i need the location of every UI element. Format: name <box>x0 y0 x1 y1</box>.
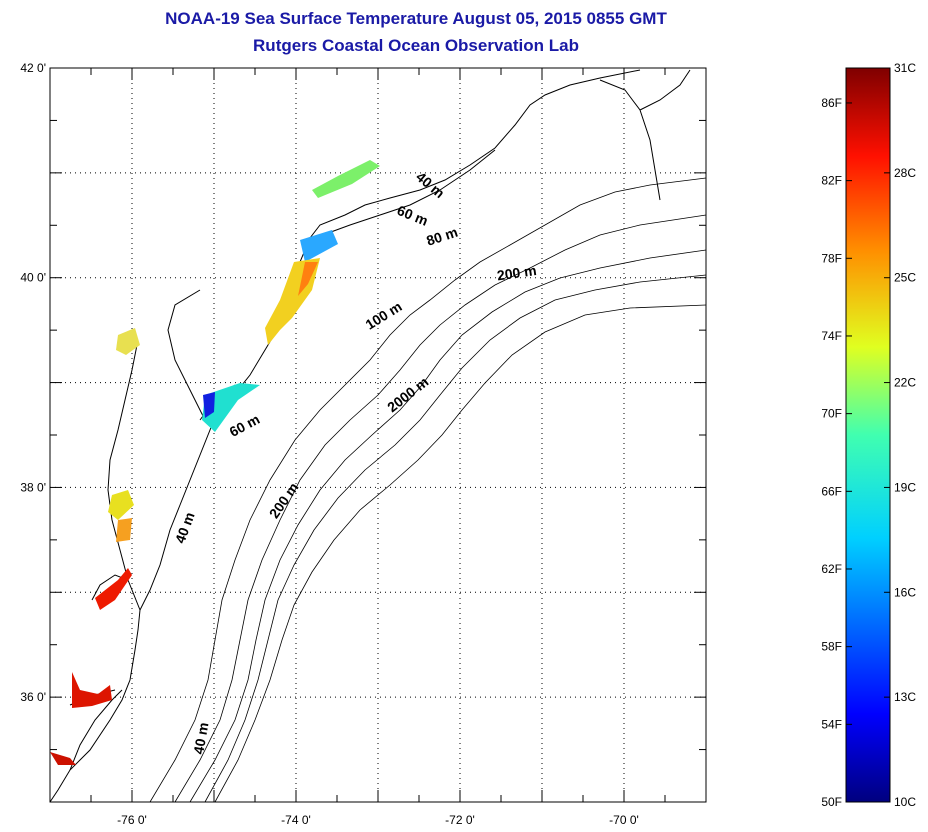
isobath-label: 80 m <box>424 224 459 249</box>
swath-chesapeake-orange <box>116 518 132 542</box>
isobath-label: 60 m <box>395 202 431 229</box>
swath-chesapeake-mid <box>108 490 134 520</box>
colorbar-c-label: 13C <box>894 690 916 704</box>
lat-tick-label: 38 0' <box>20 480 46 494</box>
sst-swaths <box>50 160 380 765</box>
isobath-label: 200 m <box>496 262 538 283</box>
isobath-label: 60 m <box>227 411 263 440</box>
isobath-label: 40 m <box>190 721 211 755</box>
colorbar-c-label: 25C <box>894 271 916 285</box>
colorbar-f-label: 58F <box>821 640 842 654</box>
colorbar-f-label: 86F <box>821 96 842 110</box>
graticule <box>50 68 706 802</box>
isobath-label: 100 m <box>362 298 404 333</box>
long-island-coast <box>319 149 496 237</box>
swath-pamlico <box>72 672 112 708</box>
colorbar-f-label: 78F <box>821 251 842 265</box>
lat-tick-label: 42 0' <box>20 61 46 75</box>
colorbar-c-label: 16C <box>894 585 916 599</box>
swath-nj-coast-orange <box>298 262 318 296</box>
colorbar-f-label: 66F <box>821 484 842 498</box>
colorbar <box>845 67 891 803</box>
lat-tick-label: 40 0' <box>20 271 46 285</box>
swath-delaware <box>202 383 260 432</box>
chesapeake-bay <box>91 339 141 611</box>
swath-chesapeake-south <box>95 568 132 610</box>
swath-south-edge <box>50 752 76 765</box>
isobaths <box>149 177 707 803</box>
lon-tick-label: -70 0' <box>609 813 639 827</box>
cape-cod <box>599 69 691 201</box>
swath-delaware-blue <box>203 392 215 418</box>
colorbar-f-label: 82F <box>821 174 842 188</box>
isobath-label: 200 m <box>266 479 302 521</box>
swath-long-island-sound <box>312 160 380 198</box>
colorbar-c-label: 28C <box>894 166 916 180</box>
lon-tick-label: -74 0' <box>281 813 311 827</box>
lon-tick-label: -72 0' <box>445 813 475 827</box>
lon-tick-label: -76 0' <box>117 813 147 827</box>
map-subtitle: Rutgers Coastal Ocean Observation Lab <box>253 36 579 55</box>
coastline <box>49 69 641 803</box>
colorbar-f-label: 54F <box>821 717 842 731</box>
colorbar-c-label: 22C <box>894 376 916 390</box>
isobath-label: 40 m <box>413 168 448 201</box>
colorbar-f-label: 70F <box>821 407 842 421</box>
swath-upper-chesapeake <box>116 328 140 355</box>
colorbar-f-label: 62F <box>821 562 842 576</box>
swath-ny-bight <box>300 230 338 262</box>
colorbar-ticks: 86F 82F 78F 74F 70F 66F 62F 58F 54F 50F 31C 28C 25C 2… <box>821 61 916 809</box>
map-title: NOAA-19 Sea Surface Temperature August 0… <box>165 9 667 28</box>
colorbar-f-label: 50F <box>821 795 842 809</box>
colorbar-c-label: 19C <box>894 480 916 494</box>
axis-ticks: -76 0' -74 0' -72 0' -70 0' 42 0' 40 0' 38 0' 3… <box>20 61 707 827</box>
colorbar-f-label: 74F <box>821 329 842 343</box>
lat-tick-label: 36 0' <box>20 690 46 704</box>
colorbar-c-label: 31C <box>894 61 916 75</box>
colorbar-c-label: 10C <box>894 795 916 809</box>
